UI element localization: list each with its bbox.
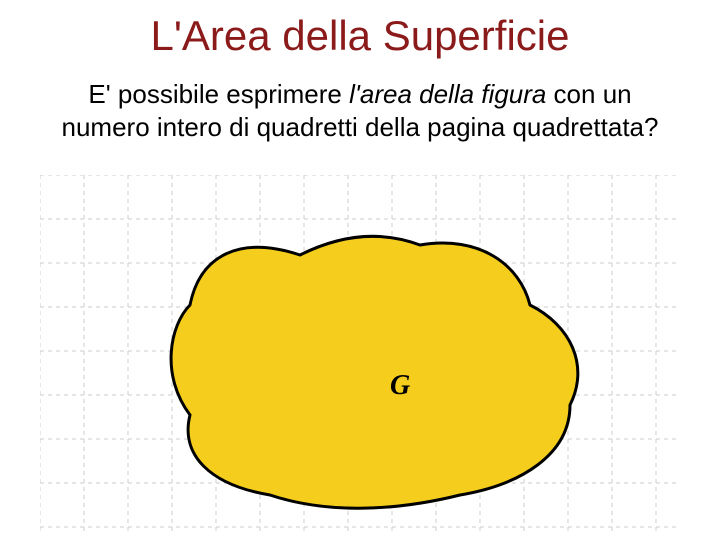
page-title: L'Area della Superficie [0, 0, 720, 60]
grid-svg [40, 175, 680, 535]
grid-figure: G [40, 175, 680, 535]
blob-label: G [390, 370, 410, 402]
blob-shape [171, 236, 578, 508]
question-text: E' possibile esprimere l'area della figu… [0, 60, 720, 143]
question-italic: l'area della figura [349, 79, 546, 109]
question-prefix: E' possibile esprimere [88, 79, 349, 109]
